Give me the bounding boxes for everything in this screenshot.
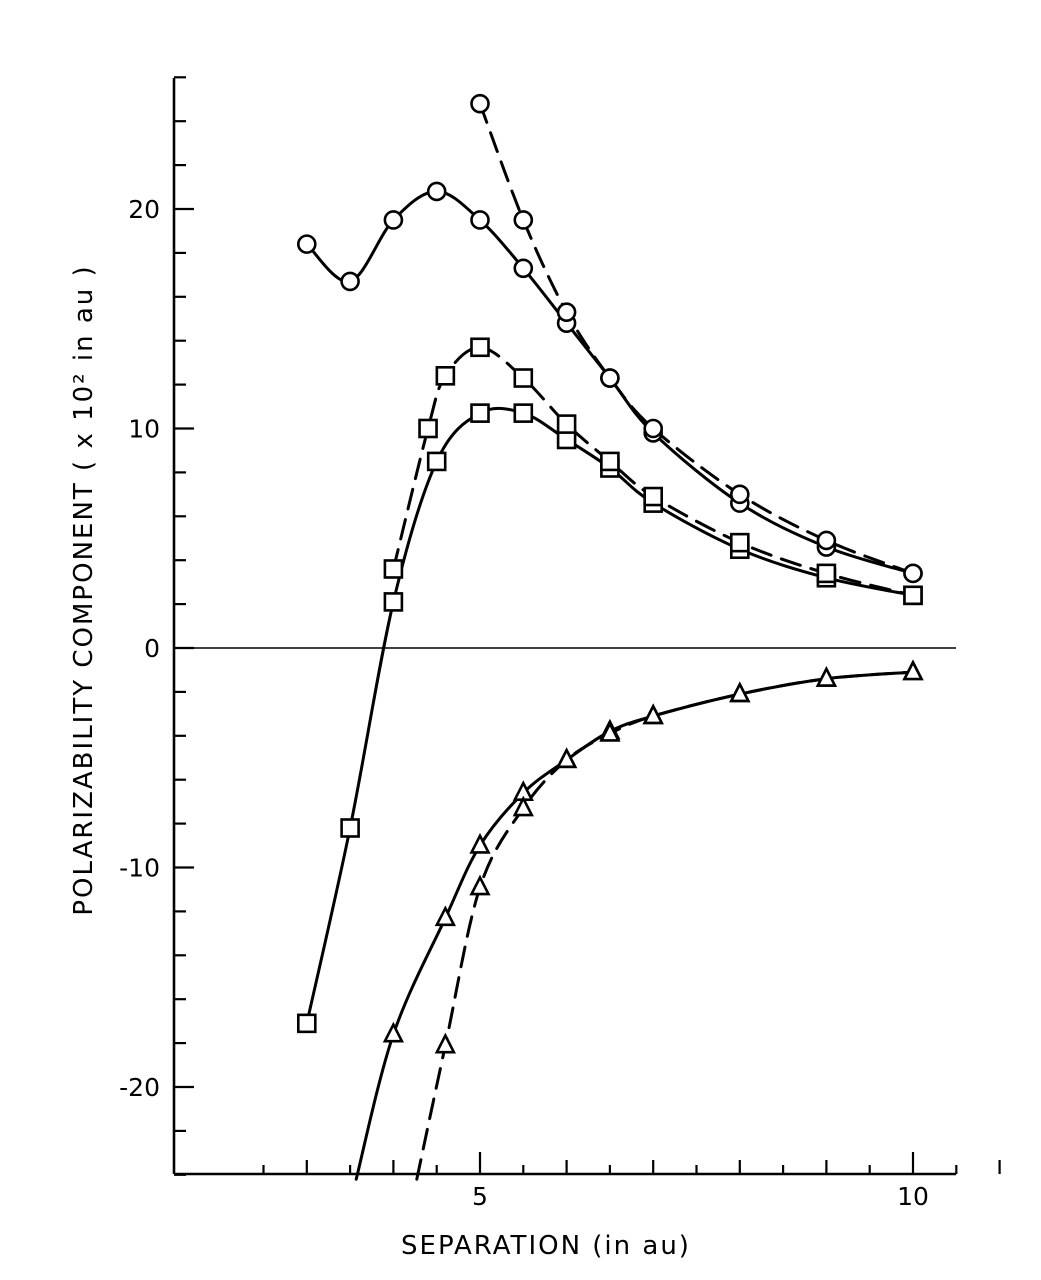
data-point-square: [903, 585, 923, 606]
data-point-square: [600, 451, 620, 472]
data-point-triangle: [815, 666, 838, 687]
data-point-circle: [296, 234, 317, 254]
data-point-circle: [729, 484, 750, 505]
curves: [305, 102, 915, 1181]
data-point-circle: [470, 210, 490, 230]
data-point-square: [383, 559, 404, 579]
data-point-circle: [513, 210, 534, 230]
data-point-circle: [903, 563, 923, 584]
data-point-square: [729, 532, 750, 553]
series-line-circle-dashed: [478, 102, 915, 575]
series-line-triangle-dashed: [415, 670, 915, 1181]
data-point-triangle: [434, 1032, 456, 1054]
data-point-circle: [816, 530, 837, 551]
data-point-triangle: [382, 1021, 405, 1043]
series-line-square-solid: [305, 406, 915, 1025]
data-point-square: [643, 486, 664, 507]
data-point-square: [418, 418, 438, 439]
data-point-square: [513, 368, 534, 388]
data-point-circle: [470, 93, 490, 114]
data-point-square: [426, 451, 447, 472]
data-point-triangle: [599, 720, 621, 742]
data-point-square: [470, 337, 490, 358]
data-point-square: [816, 563, 837, 584]
data-point-square: [556, 414, 577, 434]
data-point-square: [470, 403, 490, 423]
y-tick-label: 0: [144, 634, 160, 663]
data-point-square: [435, 366, 456, 386]
markers: [296, 93, 924, 1054]
data-point-triangle: [729, 681, 751, 703]
data-point-square: [513, 403, 534, 423]
x-tick-label: 5: [472, 1182, 488, 1211]
data-point-triangle: [555, 747, 578, 769]
data-point-circle: [513, 258, 534, 279]
y-tick-label: 10: [128, 415, 160, 444]
data-point-square: [340, 818, 360, 838]
axes: 20 10 0 -10 -20 5 10: [119, 76, 1001, 1211]
data-point-circle: [383, 210, 404, 230]
data-point-triangle: [469, 874, 491, 896]
data-point-square: [296, 1013, 317, 1034]
y-axis-label: POLARIZABILITY COMPONENT ( x 10² in au ): [69, 264, 99, 915]
data-point-triangle: [469, 832, 491, 854]
data-point-triangle: [434, 905, 456, 927]
data-point-circle: [426, 181, 447, 202]
data-point-circle: [556, 302, 577, 322]
data-point-circle: [600, 368, 620, 388]
x-tick-label: 10: [897, 1182, 929, 1211]
y-tick-label: -10: [119, 854, 160, 883]
x-axis-label: SEPARATION (in au): [401, 1231, 691, 1261]
series-line-square-dashed: [391, 345, 915, 597]
data-point-triangle: [902, 659, 924, 681]
data-point-circle: [643, 418, 664, 439]
y-tick-label: -20: [119, 1073, 160, 1102]
data-point-circle: [340, 271, 360, 292]
y-tick-label: 20: [128, 195, 160, 224]
data-point-triangle: [512, 795, 534, 817]
data-point-triangle: [642, 703, 664, 725]
data-point-square: [383, 592, 404, 612]
